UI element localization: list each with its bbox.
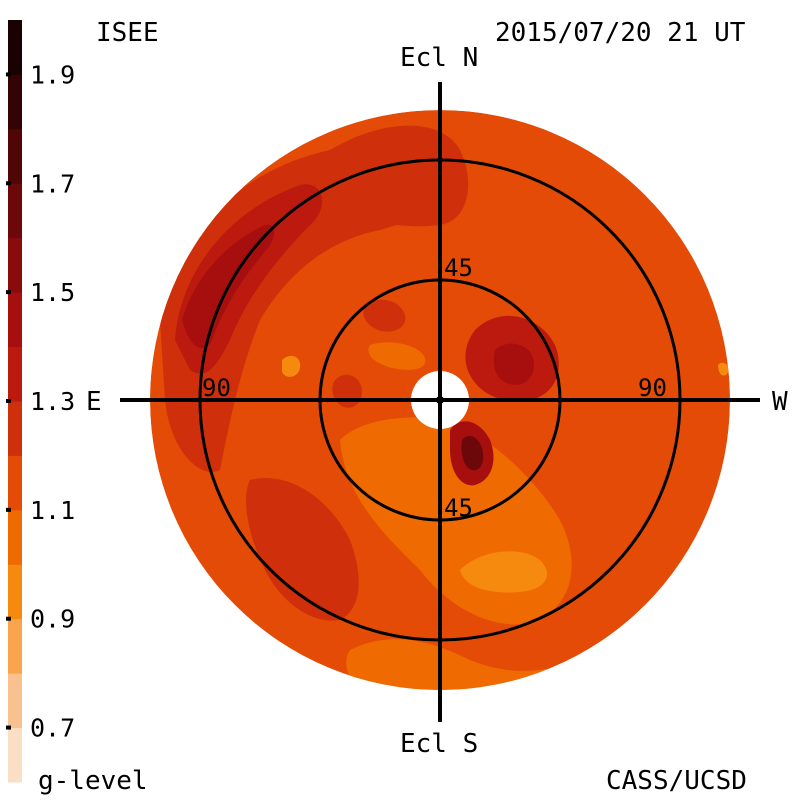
colorbar-tick-label: 1.7 [30,169,75,198]
colorbar-tick [6,399,11,403]
region-lighter-patch-east [718,362,729,376]
colorbar-tick [6,507,11,512]
colorbar-band [8,618,22,674]
colorbar-tick-label: 1.5 [30,278,75,307]
colorbar-tick-label: 1.3 [30,387,75,416]
colorbar-band [8,292,22,348]
region-dark-top [319,125,469,227]
colorbar-band [8,564,22,620]
region-light-bottom [346,639,608,690]
region-lighter-patch-north [368,342,426,370]
colorbar-tick-label: 0.9 [30,605,75,634]
region-lighter-south-2 [460,551,548,593]
ring-label-45-south: 45 [444,494,473,522]
colorbar-band [8,509,22,565]
colorbar-band [8,673,22,729]
colorbar-tick [6,290,11,295]
ring-label-45-north: 45 [444,254,473,282]
colorbar-tick [6,725,11,730]
region-dark-lower-left [245,478,359,621]
colorbar-band [8,20,22,75]
colorbar-tick [6,181,11,186]
region-dark-patch-north [363,299,406,332]
colorbar-tick [6,72,11,77]
region-dark-upper-left [160,146,433,472]
label-west: W [772,387,788,417]
colorbar-band [8,183,22,239]
colorbar-ticks: 1.9 1.7 1.5 1.3 1.1 0.9 0.7 [6,60,75,743]
colorbar-tick-label: 0.7 [30,714,75,743]
colorbar-band [8,727,22,783]
colorbar-band [8,455,22,511]
ring-label-90-west: 90 [638,374,667,402]
label-south: Ecl S [400,729,478,759]
colorbar-tick-label: 1.9 [30,60,75,89]
legend-label: g-level [38,766,148,796]
colorbar-band [8,401,22,456]
datetime-label: 2015/07/20 21 UT [495,18,746,48]
colorbar-band [8,128,22,184]
label-east: E [86,387,102,417]
colorbar-band [8,237,22,293]
ring-label-90-east: 90 [202,374,231,402]
region-lighter-patch-west [282,355,301,377]
source-label: ISEE [96,18,159,48]
colorbar-tick [6,616,11,621]
colorbar-band [8,74,22,130]
label-north: Ecl N [400,43,478,73]
region-core-spot-south [461,435,484,471]
colorbar-band [8,346,22,402]
credit-label: CASS/UCSD [606,766,747,796]
region-darkest-spot-east [493,343,535,385]
colorbar-tick-label: 1.1 [30,496,75,525]
colorbar [8,20,22,783]
